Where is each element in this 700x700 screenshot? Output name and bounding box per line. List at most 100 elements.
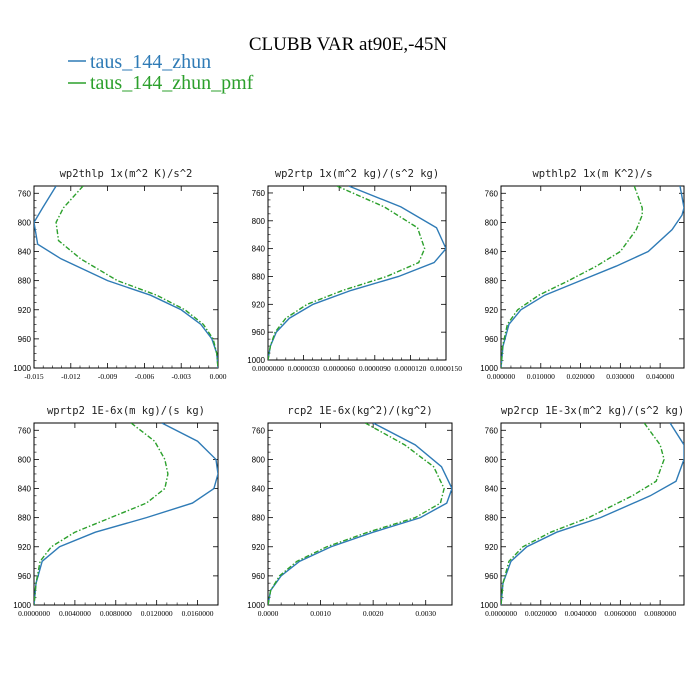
y-tick-label: 880 [485,277,499,286]
y-tick-label: 920 [485,543,499,552]
y-tick-label: 960 [485,335,499,344]
y-tick-label: 920 [485,306,499,315]
x-tick-label: 0.0160000 [182,609,214,618]
x-tick-label: 0.000 [210,372,227,381]
y-tick-label: 960 [18,572,32,581]
plot-frame [33,422,219,606]
panel-title: wpthlp2 1x(m K^2)/s [532,168,652,180]
plot-frame [500,422,685,606]
y-tick-label: 960 [485,572,499,581]
x-tick-label: 0.0000150 [430,364,462,373]
x-tick-label: 0.0000060 [323,364,355,373]
y-tick-label: 840 [252,245,266,254]
x-tick-label: 0.0000120 [394,364,426,373]
panel-title: rcp2 1E-6x(kg^2)/(kg^2) [287,405,432,417]
legend: taus_144_zhun taus_144_zhun_pmf [68,51,254,94]
y-tick-label: 800 [485,218,499,227]
y-tick-label: 1000 [247,356,265,365]
y-tick-label: 1000 [480,601,498,610]
y-tick-label: 880 [18,277,32,286]
x-tick-label: 0.030000 [606,372,634,381]
x-tick-label: -0.012 [61,372,81,381]
series-line-pmf [268,186,426,360]
y-tick-label: 920 [18,306,32,315]
x-tick-label: -0.006 [135,372,155,381]
x-tick-label: 0.0080000 [644,609,676,618]
panel-3: wpthlp2 1x(m K^2)/s 760 800 840 880 920 960 100… [480,168,685,381]
plot-frame [500,185,685,369]
series-line-zhun [34,423,218,605]
y-tick-label: 800 [252,217,266,226]
y-tick-label: 880 [18,514,32,523]
x-tick-label: 0.0000 [258,609,279,618]
y-tick-label: 760 [18,189,32,198]
y-tick-label: 760 [485,426,499,435]
panel-title: wp2rcp 1E-3x(m^2 kg)/(s^2 kg) [501,405,684,417]
panel-5: rcp2 1E-6x(kg^2)/(kg^2) 760 800 840 880 920 96… [247,405,453,618]
y-tick-label: 800 [485,455,499,464]
y-tick-label: 800 [18,218,32,227]
panel-title: wprtp2 1E-6x(m kg)/(s kg) [47,405,205,417]
y-tick-label: 960 [252,572,266,581]
x-tick-label: 0.0030 [415,609,436,618]
plot-frame [267,185,447,361]
panel-6: wp2rcp 1E-3x(m^2 kg)/(s^2 kg)760 800 840 88… [480,405,685,618]
figure-title: CLUBB VAR at90E,-45N [249,34,448,55]
y-tick-label: 1000 [480,364,498,373]
y-tick-label: 840 [252,485,266,494]
y-tick-label: 840 [18,485,32,494]
x-tick-label: -0.015 [24,372,44,381]
y-tick-label: 920 [252,300,266,309]
x-tick-label: 0.0020000 [525,609,557,618]
y-tick-label: 960 [252,328,266,337]
y-tick-label: 760 [485,189,499,198]
y-tick-label: 960 [18,335,32,344]
y-tick-label: 800 [18,455,32,464]
series-line-pmf [501,423,665,605]
y-tick-label: 1000 [13,364,31,373]
x-tick-label: 0.0040000 [565,609,597,618]
x-tick-label: 0.0080000 [100,609,132,618]
x-tick-label: 0.0000000 [252,364,284,373]
x-tick-label: 0.0010 [310,609,331,618]
panel-2: wp2rtp 1x(m^2 kg)/(s^2 kg) 760 800 840 880 92… [247,168,462,373]
y-tick-label: 760 [252,426,266,435]
plot-frame [33,185,219,369]
y-tick-label: 800 [252,455,266,464]
series-line-zhun [34,186,218,368]
plot-frame [267,422,453,606]
x-tick-label: 0.0020 [363,609,384,618]
x-tick-label: 0.0120000 [141,609,173,618]
panel-4: wprtp2 1E-6x(m kg)/(s kg) 760 800 840 880 920… [13,405,219,618]
series-line-zhun [268,423,452,605]
y-tick-label: 840 [18,248,32,257]
x-tick-label: -0.009 [98,372,118,381]
y-tick-label: 760 [18,426,32,435]
x-tick-label: 0.040000 [646,372,674,381]
x-tick-label: 0.0000090 [359,364,391,373]
x-tick-label: 0.0040000 [59,609,91,618]
series-line-pmf [34,423,169,605]
legend-label-zhun: taus_144_zhun [90,51,211,73]
y-tick-label: 880 [485,514,499,523]
y-tick-label: 920 [252,543,266,552]
y-tick-label: 880 [252,272,266,281]
panel-1: wp2thlp 1x(m^2 K)/s^2 760 800 840 880 920 960 1… [13,168,226,381]
y-tick-label: 920 [18,543,32,552]
x-tick-label: 0.0060000 [604,609,636,618]
legend-label-pmf: taus_144_zhun_pmf [90,72,254,94]
x-tick-label: 0.020000 [567,372,595,381]
series-line-pmf [55,186,218,368]
series-line-zhun [501,423,684,605]
x-tick-label: 0.0000000 [485,609,517,618]
x-tick-label: 0.000000 [487,372,515,381]
y-tick-label: 840 [485,485,499,494]
y-tick-label: 1000 [247,601,265,610]
series-line-zhun [268,186,446,360]
y-tick-label: 840 [485,248,499,257]
series-line-zhun [501,186,684,368]
y-tick-label: 1000 [13,601,31,610]
panel-title: wp2thlp 1x(m^2 K)/s^2 [60,168,193,180]
series-line-pmf [268,423,445,605]
